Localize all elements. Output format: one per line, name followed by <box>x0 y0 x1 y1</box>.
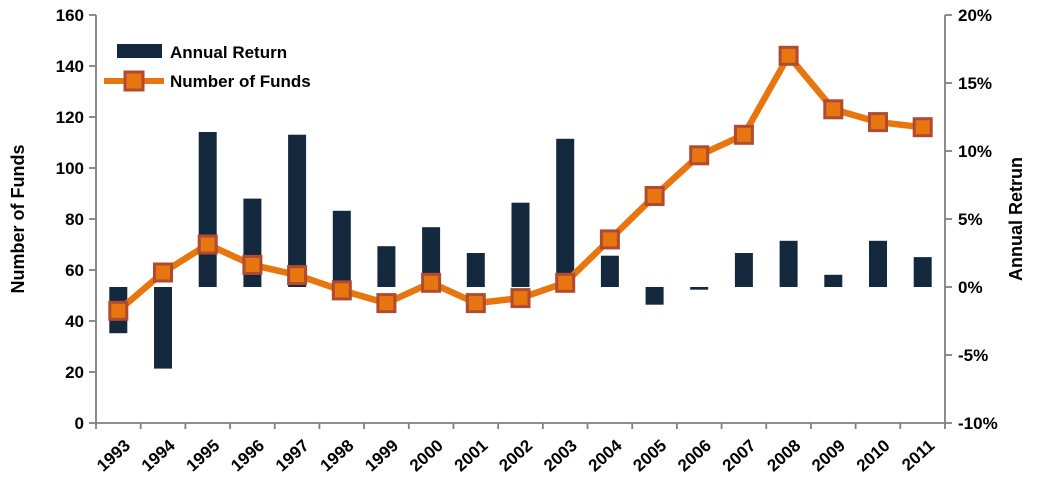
x-tick-label-2010: 2010 <box>853 436 894 475</box>
marker-2002 <box>510 288 531 309</box>
marker-2007 <box>733 124 754 145</box>
right-tick-label-10%: 10% <box>958 142 992 161</box>
x-tick-label-1997: 1997 <box>272 436 313 475</box>
bar-2006 <box>690 287 709 290</box>
right-tick-label-0%: 0% <box>958 278 983 297</box>
x-tick-label-1994: 1994 <box>138 435 179 475</box>
marker-2006 <box>689 145 710 166</box>
bar-2010 <box>869 240 887 287</box>
bar-2003 <box>556 138 575 287</box>
marker-2000 <box>421 272 442 293</box>
marker-1997 <box>287 265 308 286</box>
left-tick-label-120: 120 <box>56 108 84 127</box>
funds-line-layer <box>108 45 933 321</box>
marker-1996 <box>242 254 263 275</box>
bar-2005 <box>645 287 664 305</box>
bar-2004 <box>600 255 619 287</box>
x-tick-label-2003: 2003 <box>540 436 581 475</box>
bar-1995 <box>198 132 217 287</box>
x-tick-label-1993: 1993 <box>93 436 134 475</box>
marker-1993 <box>108 300 129 321</box>
left-tick-label-60: 60 <box>65 261 84 280</box>
left-axis-title: Number of Funds <box>8 145 28 294</box>
right-tick-label-5%: 5% <box>958 210 983 229</box>
bars-layer <box>109 132 932 369</box>
marker-2001 <box>465 293 486 314</box>
right-tick-label--10%: -10% <box>958 414 998 433</box>
bar-2008 <box>779 240 798 287</box>
x-tick-label-2008: 2008 <box>763 436 804 475</box>
x-tick-label-2001: 2001 <box>451 436 492 475</box>
bar-1998 <box>332 210 351 287</box>
bar-2007 <box>734 253 753 287</box>
bar-1999 <box>377 246 396 287</box>
marker-2011 <box>912 117 933 138</box>
left-tick-label-100: 100 <box>56 159 84 178</box>
bar-1994 <box>154 287 172 369</box>
x-tick-label-2011: 2011 <box>898 436 938 475</box>
x-tick-label-1996: 1996 <box>227 436 268 475</box>
marker-2008 <box>778 45 799 66</box>
marker-1995 <box>197 234 218 255</box>
x-tick-label-1999: 1999 <box>361 436 402 475</box>
x-tick-label-2005: 2005 <box>629 436 670 475</box>
x-tick-label-2007: 2007 <box>719 436 760 475</box>
left-tick-label-160: 160 <box>56 6 84 25</box>
left-tick-label-80: 80 <box>65 210 84 229</box>
bar-2001 <box>466 253 485 287</box>
bar-2000 <box>422 227 441 287</box>
left-tick-label-20: 20 <box>65 363 84 382</box>
legend-annual-return-label: Annual Return <box>170 43 287 62</box>
right-tick-label-20%: 20% <box>958 6 992 25</box>
x-tick-label-2006: 2006 <box>674 436 715 475</box>
legend: Annual Return Number of Funds <box>104 43 311 92</box>
x-tick-label-2000: 2000 <box>406 436 447 475</box>
left-tick-label-40: 40 <box>65 312 84 331</box>
right-tick-label-15%: 15% <box>958 74 992 93</box>
x-tick-label-1998: 1998 <box>317 436 358 475</box>
x-tick-label-2002: 2002 <box>495 436 536 475</box>
bar-1997 <box>288 134 307 287</box>
marker-1994 <box>153 262 173 283</box>
left-tick-label-0: 0 <box>75 414 84 433</box>
right-axis-title: Annual Retrun <box>1006 157 1026 281</box>
marker-1998 <box>331 280 352 301</box>
marker-2010 <box>868 112 888 133</box>
x-tick-label-1995: 1995 <box>183 436 224 475</box>
legend-number-of-funds-marker <box>123 70 145 92</box>
bar-2002 <box>511 202 530 287</box>
bar-2009 <box>824 274 843 287</box>
right-tick-label--5%: -5% <box>958 346 988 365</box>
marker-2003 <box>555 272 576 293</box>
marker-2009 <box>823 99 844 120</box>
marker-2004 <box>599 229 620 250</box>
marker-1999 <box>376 293 397 314</box>
left-tick-label-140: 140 <box>56 57 84 76</box>
bar-2011 <box>913 257 932 287</box>
marker-2005 <box>644 186 665 206</box>
axes-layer <box>89 14 952 429</box>
x-tick-label-2009: 2009 <box>808 436 849 475</box>
legend-number-of-funds-label: Number of Funds <box>170 72 311 91</box>
x-tick-label-2004: 2004 <box>585 435 626 475</box>
legend-annual-return-swatch <box>117 44 162 58</box>
